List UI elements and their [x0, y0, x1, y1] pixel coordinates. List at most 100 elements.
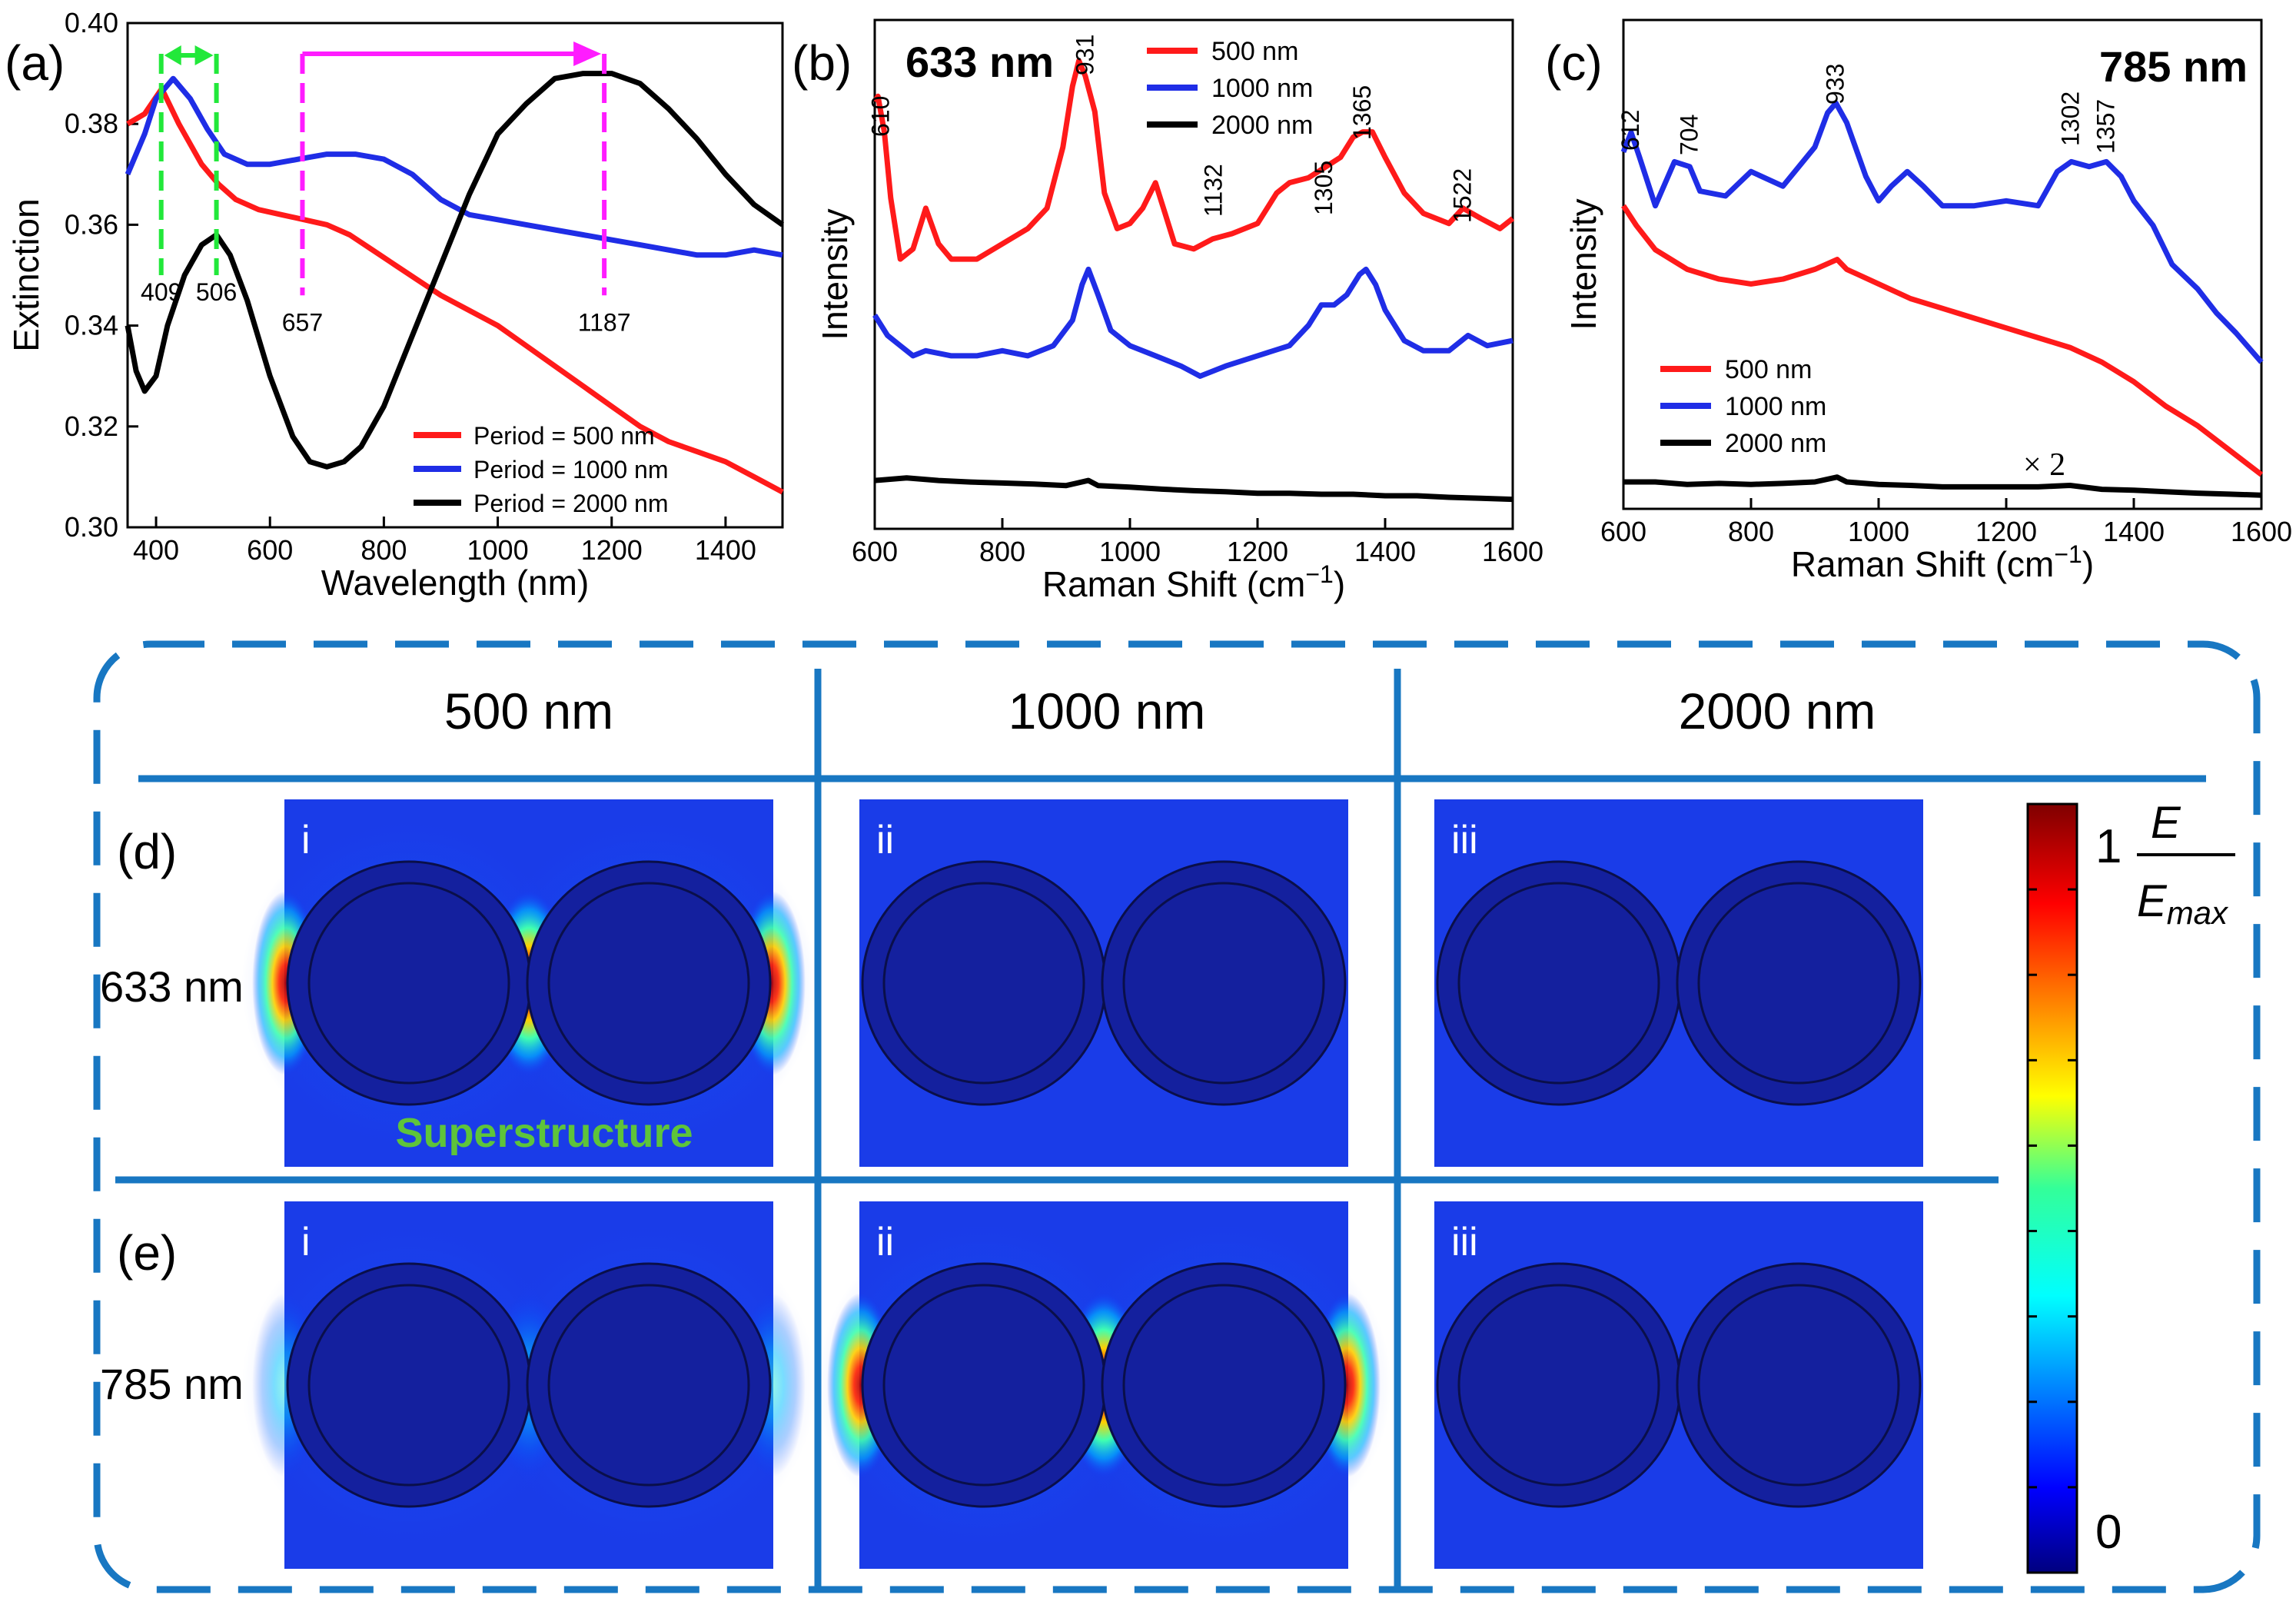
- b-x-axis-title-end: ): [1334, 564, 1345, 604]
- c-y-axis-title: Intensity: [1563, 198, 1603, 330]
- column-header-2000: 2000 nm: [1679, 683, 1876, 739]
- particle-core: [1457, 1284, 1660, 1487]
- field-map-label: ii: [876, 818, 894, 862]
- particle-core: [547, 1284, 750, 1487]
- c-chart-title: 785 nm: [2099, 42, 2248, 91]
- c-x-tick-label: 1600: [2231, 516, 2292, 547]
- b-series-line-1: [872, 58, 1515, 262]
- b-x-tick-label: 600: [852, 536, 898, 567]
- a-x-tick-label: 1200: [581, 534, 643, 566]
- b-x-tick-label: 1600: [1482, 536, 1543, 567]
- b-legend-label: 500 nm: [1211, 37, 1298, 66]
- a-y-tick-label: 0.32: [65, 410, 118, 442]
- c-x-tick-label: 1000: [1848, 516, 1909, 547]
- colorbar: [2026, 802, 2078, 1574]
- c-peak-label: 1302: [2057, 91, 2085, 146]
- c-x-axis-title-sup: −1: [2054, 540, 2082, 568]
- b-x-tick-label: 1000: [1099, 536, 1161, 567]
- panel-a-label: (a): [5, 35, 65, 91]
- extinction-chart: 400 600 800 1000 1200 1400 0.30 0.32 0.34 0.36 0.3…: [6, 7, 785, 603]
- field-map-label: iii: [1451, 818, 1478, 862]
- a-legend-label: Period = 500 nm: [473, 422, 655, 450]
- c-series-line-3: [1623, 474, 2262, 498]
- c-peak-label: 704: [1675, 115, 1703, 155]
- c-series-line-1: [1621, 204, 2264, 477]
- a-series-line-3: [125, 71, 785, 470]
- field-map-cell: i: [241, 1201, 816, 1569]
- a-series-line-2: [125, 75, 783, 258]
- c-scale-note: × 2: [2023, 447, 2065, 483]
- c-x-tick-label: 600: [1600, 516, 1646, 547]
- superstructure-label: Superstructure: [395, 1110, 693, 1156]
- raman-785-chart: 600 800 1000 1200 1400 1600 785 nm Raman Shift …: [1563, 18, 2292, 584]
- a-annotation-label: 657: [282, 308, 323, 336]
- a-y-tick-label: 0.30: [65, 511, 118, 543]
- field-map-cell: ii: [816, 1201, 1391, 1569]
- particle-core: [547, 882, 750, 1085]
- a-y-axis-title: Extinction: [6, 198, 46, 351]
- b-x-tick-label: 800: [979, 536, 1025, 567]
- field-map-cell: i: [241, 799, 816, 1167]
- a-x-axis-title: Wavelength (nm): [321, 563, 590, 603]
- b-legend-label: 1000 nm: [1211, 74, 1313, 103]
- a-annotation-label: 409: [141, 278, 181, 306]
- particle-core: [882, 1284, 1085, 1487]
- b-chart-title: 633 nm: [905, 38, 1054, 86]
- b-x-axis-title: Raman Shift (cm−1): [1042, 560, 1345, 604]
- c-peak-label: 1357: [2092, 99, 2119, 154]
- colorbar-quantity-numerator: E: [2151, 798, 2181, 848]
- row-d-panel-label: (d): [117, 824, 177, 879]
- field-map-label: ii: [876, 1220, 894, 1264]
- b-peak-label: 610: [866, 96, 894, 137]
- column-header-500: 500 nm: [444, 683, 613, 739]
- panel-b-label: (b): [792, 35, 852, 91]
- a-annotation-label: 1187: [578, 308, 631, 336]
- b-x-axis-title-main: Raman Shift (cm: [1042, 564, 1306, 604]
- b-legend-label: 2000 nm: [1211, 111, 1313, 140]
- colorbar-quantity-denominator: Emax: [2137, 876, 2229, 931]
- b-peak-label: 1365: [1348, 85, 1376, 140]
- a-y-tick-label: 0.34: [65, 310, 118, 341]
- a-axes-frame: [126, 22, 784, 529]
- c-peak-label: 612: [1617, 110, 1644, 151]
- c-x-axis-title: Raman Shift (cm−1): [1791, 540, 2094, 584]
- particle-core: [307, 882, 510, 1085]
- a-y-tick-label: 0.36: [65, 208, 118, 240]
- c-x-axis-title-main: Raman Shift (cm: [1791, 544, 2055, 584]
- a-y-tick-label: 0.40: [65, 7, 118, 38]
- row-e-panel-label: (e): [117, 1225, 177, 1281]
- field-map-label: iii: [1451, 1220, 1478, 1264]
- panel-c-label: (c): [1545, 35, 1603, 91]
- b-peak-label: 1305: [1310, 161, 1337, 215]
- raman-633-chart: 600 800 1000 1200 1400 1600 633 nm Raman Shift …: [815, 18, 1543, 604]
- a-y-tick-label: 0.38: [65, 108, 118, 139]
- c-x-tick-label: 800: [1728, 516, 1774, 547]
- field-map-cell: iii: [1434, 1201, 1923, 1569]
- particle-core: [882, 882, 1085, 1085]
- c-x-tick-label: 1200: [1975, 516, 2037, 547]
- particle-core: [1697, 1284, 1900, 1487]
- a-x-tick-label: 1000: [467, 534, 529, 566]
- c-axes-frame: [1622, 18, 2263, 510]
- c-x-tick-label: 1400: [2103, 516, 2165, 547]
- colorbar-max-label: 1: [2095, 820, 2122, 873]
- a-x-tick-label: 400: [133, 534, 179, 566]
- field-map-label: i: [301, 818, 311, 862]
- c-legend-label: 500 nm: [1725, 355, 1812, 384]
- b-series-line-3: [874, 475, 1513, 503]
- particle-core: [1122, 1284, 1325, 1487]
- b-peak-label: 931: [1072, 35, 1099, 75]
- b-x-tick-label: 1200: [1227, 536, 1288, 567]
- a-x-tick-label: 800: [361, 534, 407, 566]
- particle-core: [1457, 882, 1660, 1085]
- a-x-tick-label: 1400: [695, 534, 756, 566]
- c-x-axis-title-end: ): [2082, 544, 2094, 584]
- particle-core: [1122, 882, 1325, 1085]
- a-legend-label: Period = 2000 nm: [473, 490, 669, 517]
- a-annotation-label: 506: [196, 278, 237, 306]
- b-x-tick-label: 1400: [1354, 536, 1416, 567]
- c-series-line-2: [1620, 100, 2264, 364]
- b-y-axis-title: Intensity: [815, 208, 855, 340]
